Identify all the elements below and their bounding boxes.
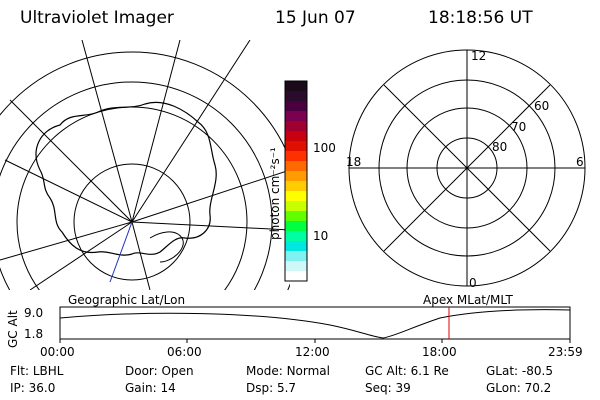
map-meridian — [9, 99, 133, 223]
lat-label-70: 70 — [511, 120, 526, 134]
colorbar-swatch — [285, 211, 307, 222]
lat-label-60: 60 — [534, 99, 549, 113]
colorbar-swatch — [285, 151, 307, 162]
map-meridian — [4, 159, 133, 223]
colorbar-swatch — [285, 231, 307, 242]
status-gain: Gain: 14 — [125, 381, 176, 395]
mlt-label-left: 18 — [346, 155, 361, 169]
colorbar-frame — [284, 80, 308, 282]
timeline-left-label: Geographic Lat/Lon — [68, 293, 186, 307]
timeline-xtick-2359: 23:59 — [548, 345, 583, 359]
status-dsp: Dsp: 5.7 — [246, 381, 297, 395]
status-door: Door: Open — [125, 364, 194, 378]
colorbar-swatch — [285, 251, 307, 262]
coastline — [35, 101, 217, 256]
timeline-right-label: Apex MLat/MLT — [423, 293, 513, 307]
colorbar-swatch — [285, 111, 307, 122]
colorbar-swatch — [285, 261, 307, 272]
timeline-ytick-top: 9.0 — [24, 306, 44, 320]
colorbar-swatch — [285, 131, 307, 142]
timeline-xtick-1800: 18:00 — [422, 345, 457, 359]
status-glat: GLat: -80.5 — [486, 364, 553, 378]
colorbar-swatch — [285, 191, 307, 202]
mlt-label-top: 12 — [471, 49, 486, 63]
map-lat-circle — [73, 163, 191, 281]
map-lat-circle — [0, 51, 290, 290]
altitude-curve — [59, 309, 571, 339]
map-meridian — [0, 221, 133, 261]
lat-label-80: 80 — [492, 140, 507, 154]
instrument-title: Ultraviolet Imager — [20, 8, 174, 28]
status-gc-alt: GC Alt: 6.1 Re — [365, 364, 449, 378]
status-seq: Seq: 39 — [365, 381, 411, 395]
colorbar-swatch — [285, 181, 307, 192]
colorbar-swatch — [285, 241, 307, 252]
map-meridian — [131, 221, 290, 231]
map-meridian — [131, 40, 181, 223]
status-ip: IP: 36.0 — [10, 381, 56, 395]
map-meridian — [81, 40, 133, 223]
mlt-label-right: 6 — [576, 155, 584, 169]
colorbar-swatch — [285, 121, 307, 132]
timeline-xtick-0600: 06:00 — [167, 345, 202, 359]
header-time: 18:18:56 UT — [428, 8, 533, 28]
color-bar — [284, 80, 308, 282]
colorbar-swatch — [285, 161, 307, 172]
map-meridian — [131, 40, 251, 223]
timeline-frame — [59, 306, 571, 340]
colorbar-swatch — [285, 171, 307, 182]
status-glon: GLon: 70.2 — [486, 381, 552, 395]
map-meridian — [131, 169, 290, 223]
colorbar-swatch — [285, 141, 307, 152]
coastline-peninsula — [149, 231, 184, 263]
colorbar-swatch — [285, 91, 307, 102]
map-meridian — [131, 221, 151, 290]
timeline-xtick-0000: 00:00 — [40, 345, 75, 359]
colorbar-swatch — [285, 271, 307, 282]
timeline-ytick-bottom: 1.8 — [24, 327, 44, 341]
colorbar-swatch — [285, 201, 307, 212]
map-lat-circle — [0, 81, 273, 290]
colorbar-swatch — [285, 81, 307, 92]
colorbar-swatch — [285, 221, 307, 232]
status-flt: Flt: LBHL — [10, 364, 64, 378]
timeline-xtick-1200: 12:00 — [295, 345, 330, 359]
header-date: 15 Jun 07 — [275, 8, 356, 28]
colorbar-tick-100: 100 — [313, 141, 336, 155]
track-line — [109, 221, 133, 283]
status-mode: Mode: Normal — [246, 364, 330, 378]
colorbar-swatch — [285, 101, 307, 112]
polar-diagonal — [383, 84, 551, 252]
map-meridian — [29, 221, 133, 290]
mlt-label-bottom: 0 — [469, 276, 477, 290]
colorbar-tick-10: 10 — [313, 229, 329, 243]
